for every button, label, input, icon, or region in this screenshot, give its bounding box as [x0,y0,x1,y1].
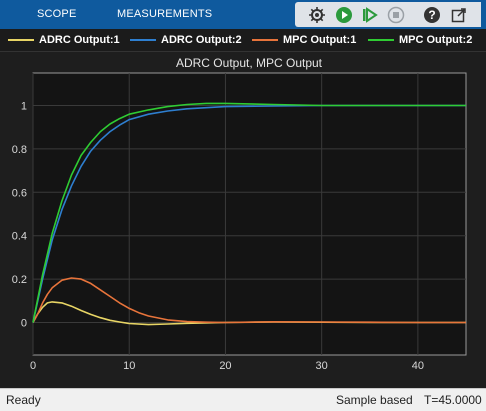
tick-labels: 0 10 20 30 40 0 0.2 0.4 0.6 0.8 1 [12,101,424,372]
tab-measurements[interactable]: MEASUREMENTS [117,8,213,20]
help-icon[interactable]: ? [422,5,441,24]
y-tick-label: 0.8 [12,144,27,156]
scope-toolbar: SCOPE MEASUREMENTS [0,0,486,29]
y-tick-label: 1 [21,101,27,113]
legend-swatch [130,39,156,41]
undock-icon[interactable] [449,5,468,24]
tab-scope[interactable]: SCOPE [37,8,77,20]
x-tick-label: 30 [316,360,328,372]
toolbar-button-group: ? [295,2,481,27]
legend-label: MPC Output:2 [399,34,473,46]
legend-label: ADRC Output:2 [161,34,242,46]
legend-item-mpc-output-2[interactable]: MPC Output:2 [368,34,472,46]
x-tick-label: 10 [123,360,135,372]
legend-swatch [8,39,34,41]
series-line-mpc-output-2 [32,102,466,323]
legend: ADRC Output:1 ADRC Output:2 MPC Output:1… [0,29,486,52]
chart-title: ADRC Output, MPC Output [176,56,323,70]
status-time: T=45.0000 [424,393,482,407]
legend-item-adrc-output-2[interactable]: ADRC Output:2 [130,34,242,46]
x-tick-label: 40 [412,360,424,372]
status-sample-mode: Sample based [336,393,413,407]
status-bar: Ready Sample based T=45.0000 [0,388,486,411]
y-tick-label: 0.2 [12,274,27,286]
series-line-mpc-output-1 [32,277,466,324]
x-tick-label: 20 [219,360,231,372]
settings-icon[interactable] [307,5,326,24]
y-tick-label: 0 [21,317,27,329]
legend-item-mpc-output-1[interactable]: MPC Output:1 [252,34,356,46]
y-tick-label: 0.4 [12,231,27,243]
plot-area: ADRC Output, MPC Output 0 10 20 30 40 0 0.2 0.4… [0,52,486,388]
legend-label: ADRC Output:1 [39,34,120,46]
svg-text:?: ? [428,8,435,22]
x-tick-label: 0 [30,360,36,372]
legend-swatch [368,39,394,41]
status-ready: Ready [6,393,41,407]
y-tick-label: 0.6 [12,187,27,199]
legend-item-adrc-output-1[interactable]: ADRC Output:1 [8,34,120,46]
axes-box [32,72,467,356]
legend-label: MPC Output:1 [283,34,357,46]
series-lines [32,102,466,326]
scope-plot[interactable]: ADRC Output, MPC Output 0 10 20 30 40 0 0.2 0.4… [0,52,486,388]
run-icon[interactable] [334,5,353,24]
legend-swatch [252,39,278,41]
stop-icon[interactable] [386,5,405,24]
step-forward-icon[interactable] [360,5,379,24]
